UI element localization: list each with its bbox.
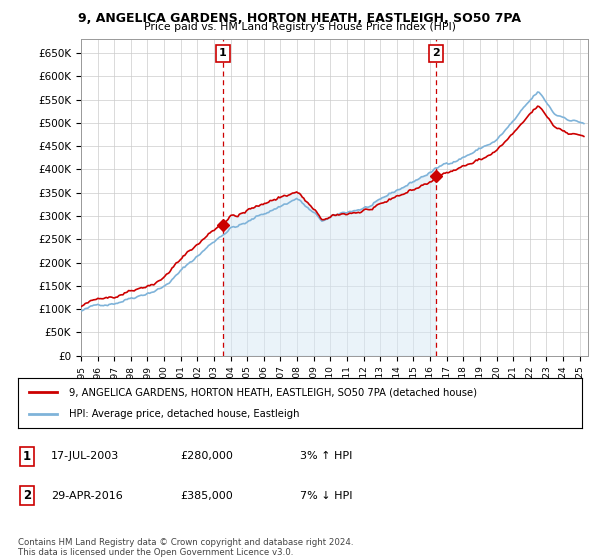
Text: 2: 2 <box>23 489 31 502</box>
Text: 9, ANGELICA GARDENS, HORTON HEATH, EASTLEIGH, SO50 7PA: 9, ANGELICA GARDENS, HORTON HEATH, EASTL… <box>79 12 521 25</box>
Text: 3% ↑ HPI: 3% ↑ HPI <box>300 451 352 461</box>
Text: 7% ↓ HPI: 7% ↓ HPI <box>300 491 353 501</box>
Text: Contains HM Land Registry data © Crown copyright and database right 2024.
This d: Contains HM Land Registry data © Crown c… <box>18 538 353 557</box>
Text: 2: 2 <box>431 48 439 58</box>
Text: £280,000: £280,000 <box>180 451 233 461</box>
Text: 1: 1 <box>23 450 31 463</box>
Text: 29-APR-2016: 29-APR-2016 <box>51 491 123 501</box>
Text: 9, ANGELICA GARDENS, HORTON HEATH, EASTLEIGH, SO50 7PA (detached house): 9, ANGELICA GARDENS, HORTON HEATH, EASTL… <box>69 387 477 397</box>
Text: Price paid vs. HM Land Registry's House Price Index (HPI): Price paid vs. HM Land Registry's House … <box>144 22 456 32</box>
Text: 1: 1 <box>219 48 227 58</box>
Text: HPI: Average price, detached house, Eastleigh: HPI: Average price, detached house, East… <box>69 409 299 419</box>
Text: £385,000: £385,000 <box>180 491 233 501</box>
Text: 17-JUL-2003: 17-JUL-2003 <box>51 451 119 461</box>
